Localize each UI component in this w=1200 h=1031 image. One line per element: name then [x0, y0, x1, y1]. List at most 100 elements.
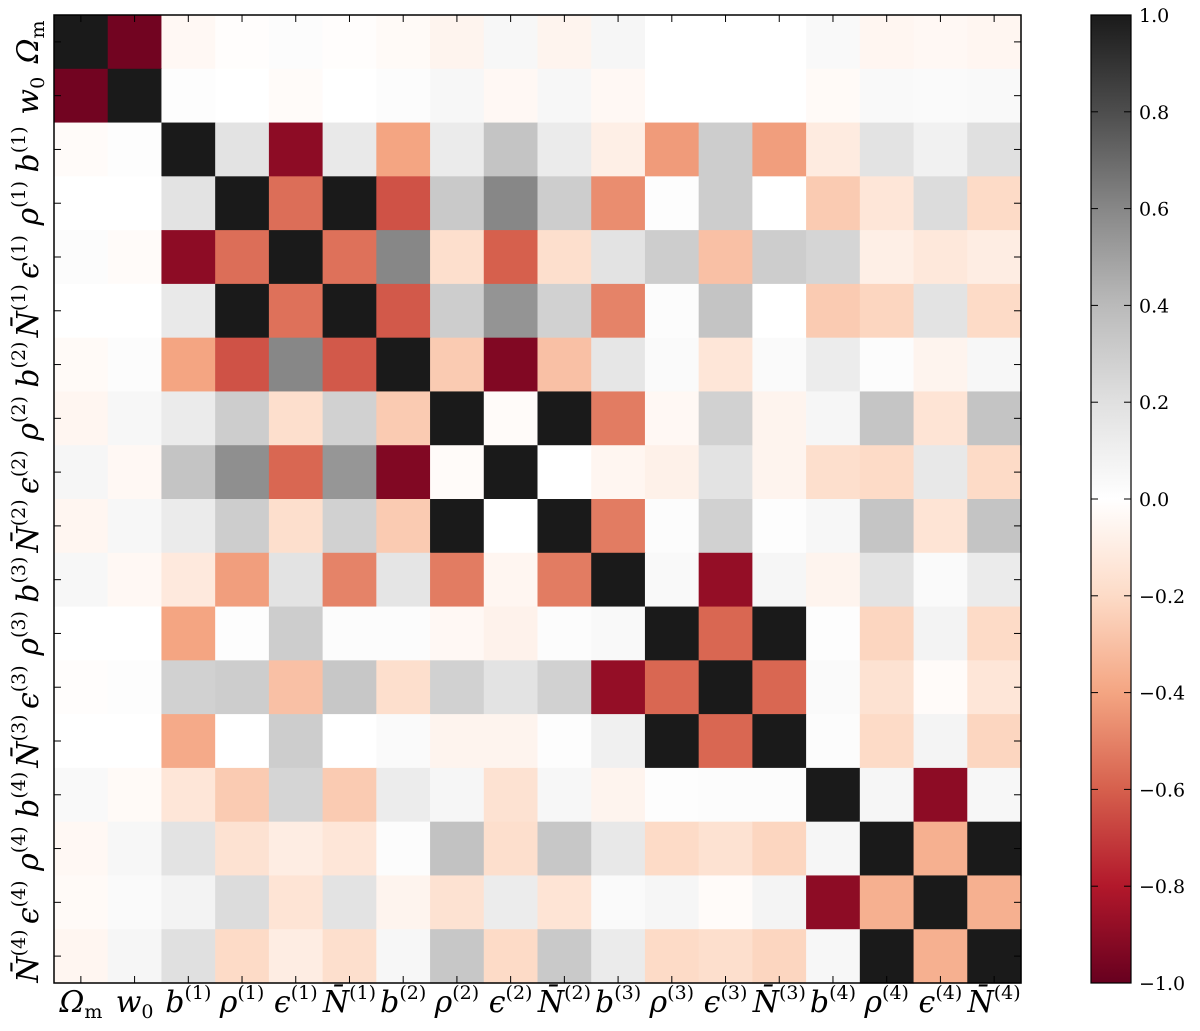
- heatmap-cell: [806, 230, 861, 285]
- heatmap-cell: [644, 552, 700, 608]
- heatmap-cell: [859, 283, 915, 339]
- heatmap-frame: [53, 14, 1022, 984]
- heatmap-cell: [430, 660, 485, 715]
- heatmap-cell: [967, 499, 1022, 554]
- heatmap-cell: [215, 230, 270, 285]
- heatmap-cell: [698, 499, 753, 554]
- heatmap-cell: [913, 499, 968, 554]
- heatmap-cell: [268, 714, 324, 769]
- y-tick-label-group: ϵ(3): [8, 665, 46, 709]
- y-tick-label-group: N̄(4): [8, 930, 46, 984]
- heatmap-cell: [483, 283, 539, 339]
- heatmap-cell: [859, 821, 915, 877]
- heatmap-cell: [537, 767, 592, 823]
- y-tick-label-group: N̄(1): [8, 284, 46, 338]
- heatmap-cell: [322, 122, 377, 177]
- heatmap-cell: [913, 660, 968, 715]
- heatmap-cell: [806, 714, 861, 769]
- heatmap-cell: [859, 929, 915, 984]
- heatmap-cell: [268, 875, 324, 930]
- heatmap-cell: [322, 660, 377, 715]
- y-tick-label: w0: [11, 77, 49, 115]
- heatmap-cell: [268, 68, 324, 124]
- heatmap-cell: [967, 929, 1022, 984]
- heatmap-cell: [806, 445, 861, 500]
- heatmap-cell: [322, 68, 377, 124]
- heatmap-cell: [806, 660, 861, 715]
- heatmap-cell: [54, 606, 109, 661]
- y-tick-label-group: ρ(1): [8, 181, 46, 227]
- heatmap-cell: [967, 68, 1022, 124]
- heatmap-cell: [537, 606, 592, 661]
- heatmap-cell: [967, 445, 1022, 500]
- heatmap-cell: [967, 767, 1022, 823]
- heatmap-cell: [913, 122, 968, 177]
- heatmap-cell: [967, 122, 1022, 177]
- heatmap-cell: [54, 391, 109, 446]
- heatmap-cell: [376, 176, 431, 231]
- heatmap-cell: [698, 391, 753, 446]
- heatmap-cell: [537, 391, 592, 446]
- heatmap-cell: [161, 15, 216, 70]
- heatmap-cell: [54, 875, 109, 930]
- heatmap-cell: [591, 122, 646, 177]
- heatmap-cell: [376, 337, 431, 393]
- heatmap-cell: [161, 606, 216, 661]
- heatmap-cell: [644, 445, 700, 500]
- heatmap-cell: [591, 176, 646, 231]
- y-tick-label-group: ρ(4): [8, 826, 46, 872]
- heatmap-cell: [752, 15, 807, 70]
- heatmap-cell: [483, 122, 539, 177]
- heatmap-cell: [644, 391, 700, 446]
- heatmap-cell: [913, 230, 968, 285]
- x-tick-label: ϵ(2): [489, 982, 533, 1020]
- heatmap-cell: [644, 714, 700, 769]
- heatmap-cell: [430, 15, 485, 70]
- heatmap-cell: [430, 714, 485, 769]
- x-tick-label: N̄(2): [537, 982, 591, 1020]
- colorbar-tick-label: 0.4: [1139, 295, 1169, 317]
- y-tick-label: ϵ(2): [8, 450, 46, 494]
- y-tick-label: b(1): [8, 126, 46, 172]
- heatmap-cell: [322, 929, 377, 984]
- heatmap-cell: [215, 660, 270, 715]
- heatmap-cell: [107, 122, 163, 177]
- heatmap-cell: [161, 445, 216, 500]
- heatmap-cell: [376, 445, 431, 500]
- heatmap-cell: [752, 929, 807, 984]
- heatmap-cell: [806, 767, 861, 823]
- heatmap-cell: [967, 714, 1022, 769]
- heatmap-cell: [268, 552, 324, 608]
- heatmap-cell: [161, 767, 216, 823]
- heatmap-cell: [430, 391, 485, 446]
- heatmap-cell: [107, 391, 163, 446]
- x-tick-label: b(4): [810, 982, 856, 1020]
- heatmap-cell: [752, 176, 807, 231]
- heatmap-cell: [215, 391, 270, 446]
- heatmap-cell: [698, 283, 753, 339]
- heatmap-cell: [215, 15, 270, 70]
- heatmap-cell: [806, 337, 861, 393]
- heatmap-cell: [483, 821, 539, 877]
- colorbar-tick-label: 0.0: [1139, 489, 1169, 511]
- heatmap-cell: [644, 606, 700, 661]
- heatmap-cell: [752, 230, 807, 285]
- heatmap-cell: [698, 445, 753, 500]
- heatmap-cell: [215, 875, 270, 930]
- colorbar-ticks: 1.0 0.8 0.6 0.4 0.2 0.0 −0.2 −0.4 −0.6 −0.8 −1.0: [1091, 5, 1185, 995]
- heatmap-cell: [967, 821, 1022, 877]
- heatmap-cell: [268, 767, 324, 823]
- heatmap-cell: [698, 767, 753, 823]
- heatmap-cell: [322, 821, 377, 877]
- y-tick-label: b(3): [8, 557, 46, 603]
- colorbar-tick-label: 0.6: [1139, 199, 1169, 221]
- heatmap-cell: [430, 445, 485, 500]
- y-tick-label-group: ϵ(2): [8, 450, 46, 494]
- heatmap-cell: [913, 445, 968, 500]
- heatmap-cell: [430, 122, 485, 177]
- heatmap-cell: [376, 15, 431, 70]
- heatmap-cell: [698, 337, 753, 393]
- heatmap-cell: [376, 552, 431, 608]
- heatmap-cell: [161, 714, 216, 769]
